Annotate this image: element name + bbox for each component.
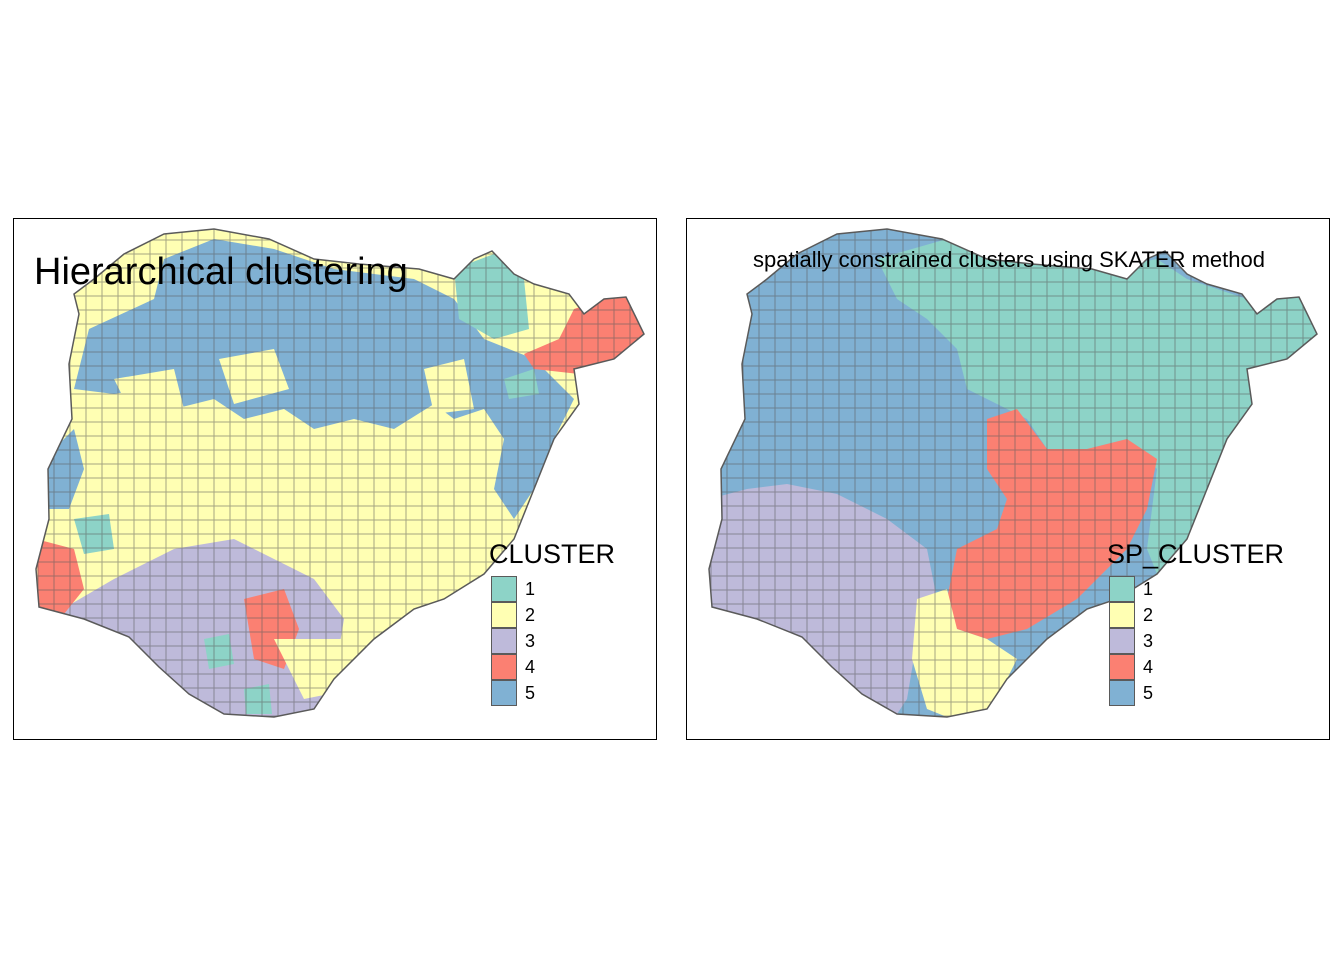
map-panel-hierarchical: Hierarchical clustering CLUSTER 1 2 3 4 5 [13,218,657,740]
legend-swatch [491,576,517,602]
legend-swatch [1109,654,1135,680]
choropleth-map-skater [708,228,1318,718]
legend-title: SP_CLUSTER [1107,539,1285,569]
legend-item-2: 2 [489,602,615,628]
map-title: Hierarchical clustering [34,251,408,293]
legend-swatch [491,680,517,706]
legend-item-1: 1 [489,576,615,602]
legend-swatch [1109,680,1135,706]
legend-item-4: 4 [1107,654,1284,680]
legend-item-5: 5 [489,680,615,706]
map-panel-skater: spatially constrained clusters using SKA… [686,218,1330,740]
legend-label: 5 [525,682,536,703]
country-outline [708,228,1318,718]
legend-item-1: 1 [1107,576,1284,602]
legend-items: 1 2 3 4 5 [1107,576,1284,706]
legend-swatch [1109,602,1135,628]
legend-label: 1 [1143,578,1154,599]
legend-label: 2 [1143,604,1154,625]
legend-item-3: 3 [1107,628,1284,654]
legend-swatch [491,628,517,654]
legend-swatch [491,602,517,628]
legend-items: 1 2 3 4 5 [489,576,615,706]
choropleth-map-hierarchical [35,228,645,718]
legend-item-2: 2 [1107,602,1284,628]
legend: SP_CLUSTER 1 2 3 4 5 [1107,539,1284,706]
legend-item-5: 5 [1107,680,1284,706]
legend-swatch [491,654,517,680]
legend-label: 4 [1143,656,1154,677]
legend-label: 4 [525,656,536,677]
legend-label: 5 [1143,682,1154,703]
legend: CLUSTER 1 2 3 4 5 [489,539,615,706]
legend-title: CLUSTER [489,539,616,569]
map-title: spatially constrained clusters using SKA… [753,247,1265,272]
legend-label: 2 [525,604,536,625]
legend-swatch [1109,628,1135,654]
legend-label: 3 [1143,630,1154,651]
legend-swatch [1109,576,1135,602]
legend-item-4: 4 [489,654,615,680]
legend-label: 3 [525,630,536,651]
country-outline [35,228,645,718]
legend-item-3: 3 [489,628,615,654]
legend-label: 1 [525,578,536,599]
